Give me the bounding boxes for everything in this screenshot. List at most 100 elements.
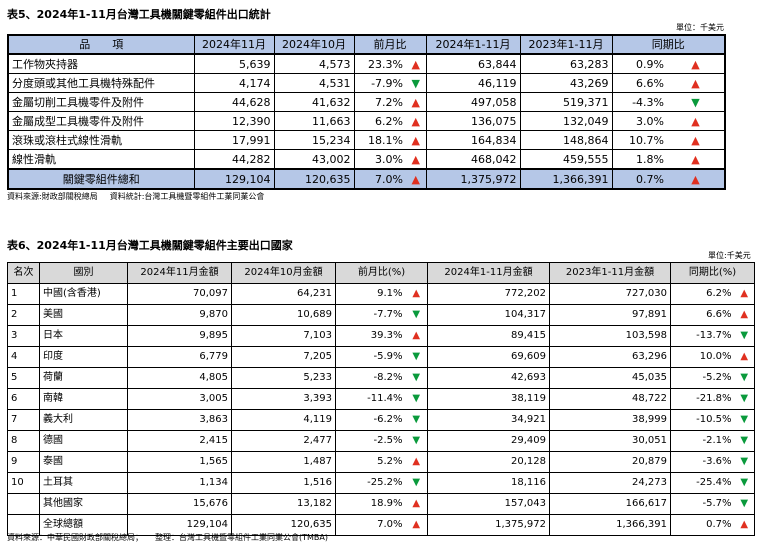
- oct-value: 4,573: [273, 53, 355, 74]
- country-name: 印度: [39, 346, 128, 368]
- mom-value: 23.3%: [353, 53, 406, 74]
- nov-amount: 9,870: [127, 304, 232, 326]
- country-name: 其他國家: [39, 493, 128, 515]
- nov-value: 129,104: [193, 168, 275, 190]
- yoy-value: -4.3%: [611, 92, 667, 112]
- yoy-value: 6.6%: [611, 73, 667, 93]
- down-arrow-icon: ▼: [405, 304, 428, 326]
- ytd23-value: 132,049: [519, 111, 613, 131]
- rank-value: 1: [7, 283, 40, 305]
- table-row: 滾珠或滾柱式線性滑軌 17,991 15,234 18.1% ▲ 164,834 148,8…: [7, 130, 726, 150]
- col-ytd23-amount-header: 2023年1-11月金額: [549, 262, 671, 284]
- oct-amount: 1,487: [231, 451, 336, 473]
- rank-value: 5: [7, 367, 40, 389]
- mom-value: 7.0%: [353, 168, 406, 190]
- yoy-pct: -25.4%: [670, 472, 735, 494]
- ytd24-amount: 20,128: [427, 451, 550, 473]
- rank-value: 8: [7, 430, 40, 452]
- table5-source: 資料來源:財政部關稅總局: [7, 192, 98, 201]
- nov-amount: 2,415: [127, 430, 232, 452]
- ytd24-amount: 772,202: [427, 283, 550, 305]
- table5-compiled-by: 資料統計:台灣工具機暨零組件工業同業公會: [109, 192, 265, 201]
- table-row: 其他國家 15,676 13,182 18.9% ▲ 157,043 166,617 -5.7…: [7, 493, 755, 515]
- col-item-header: 品 項: [7, 34, 195, 55]
- down-arrow-icon: ▼: [405, 367, 428, 389]
- yoy-pct: -5.2%: [670, 367, 735, 389]
- mom-pct: -2.5%: [335, 430, 406, 452]
- col-rank-header: 名次: [7, 262, 40, 284]
- mom-pct: -25.2%: [335, 472, 406, 494]
- yoy-pct: 10.0%: [670, 346, 735, 368]
- oct-amount: 5,233: [231, 367, 336, 389]
- yoy-pct: -13.7%: [670, 325, 735, 347]
- up-arrow-icon: ▲: [405, 493, 428, 515]
- col-ytd24-amount-header: 2024年1-11月金額: [427, 262, 550, 284]
- ytd24-amount: 34,921: [427, 409, 550, 431]
- country-name: 日本: [39, 325, 128, 347]
- nov-amount: 1,565: [127, 451, 232, 473]
- col-country-header: 國別: [39, 262, 128, 284]
- table-row: 金屬切削工具機零件及附件 44,628 41,632 7.2% ▲ 497,058 519,…: [7, 92, 726, 112]
- mom-pct: 9.1%: [335, 283, 406, 305]
- col-yoy-header: 同期比: [611, 34, 726, 55]
- down-arrow-icon: ▼: [734, 367, 755, 389]
- table-row: 10 土耳其 1,134 1,516 -25.2% ▼ 18,116 24,273 -25.4%…: [7, 472, 755, 494]
- oct-value: 41,632: [273, 92, 355, 112]
- ytd24-value: 1,375,972: [425, 168, 521, 190]
- down-arrow-icon: ▼: [405, 472, 428, 494]
- rank-value: 6: [7, 388, 40, 410]
- ytd23-amount: 30,051: [549, 430, 671, 452]
- col-oct-header: 2024年10月: [273, 34, 355, 55]
- nov-value: 5,639: [193, 53, 275, 74]
- col-oct-amount-header: 2024年10月金額: [231, 262, 336, 284]
- up-arrow-icon: ▲: [667, 130, 726, 150]
- table6-source: 資料來源：中華民國財政部關稅總局；: [7, 533, 143, 542]
- mom-pct: 7.0%: [335, 514, 406, 536]
- rank-value: [7, 493, 40, 515]
- up-arrow-icon: ▲: [667, 168, 726, 190]
- rank-value: 10: [7, 472, 40, 494]
- mom-pct: -7.7%: [335, 304, 406, 326]
- up-arrow-icon: ▲: [667, 73, 726, 93]
- ytd24-value: 136,075: [425, 111, 521, 131]
- mom-value: -7.9%: [353, 73, 406, 93]
- oct-amount: 7,205: [231, 346, 336, 368]
- country-name: 中國(含香港): [39, 283, 128, 305]
- ytd24-amount: 29,409: [427, 430, 550, 452]
- up-arrow-icon: ▲: [734, 283, 755, 305]
- item-name: 滾珠或滾柱式線性滑軌: [7, 130, 195, 150]
- mom-pct: 39.3%: [335, 325, 406, 347]
- ytd24-amount: 69,609: [427, 346, 550, 368]
- table6-unit: 單位:千美元: [708, 251, 751, 260]
- nov-amount: 9,895: [127, 325, 232, 347]
- table-row: 6 南韓 3,005 3,393 -11.4% ▼ 38,119 48,722 -21.8% ▼: [7, 388, 755, 410]
- col-mom-pct-header: 前月比(%): [335, 262, 428, 284]
- mom-pct: -5.9%: [335, 346, 406, 368]
- up-arrow-icon: ▲: [405, 451, 428, 473]
- col-yoy-pct-header: 同期比(%): [670, 262, 755, 284]
- mom-pct: 18.9%: [335, 493, 406, 515]
- table-row: 3 日本 9,895 7,103 39.3% ▲ 89,415 103,598 -13.7% ▼: [7, 325, 755, 347]
- oct-amount: 3,393: [231, 388, 336, 410]
- down-arrow-icon: ▼: [734, 430, 755, 452]
- oct-amount: 2,477: [231, 430, 336, 452]
- table5-unit: 單位：千美元: [676, 23, 724, 32]
- ytd23-value: 43,269: [519, 73, 613, 93]
- down-arrow-icon: ▼: [734, 409, 755, 431]
- col-ytd23-header: 2023年1-11月: [519, 34, 613, 55]
- nov-amount: 4,805: [127, 367, 232, 389]
- ytd23-value: 519,371: [519, 92, 613, 112]
- table-row: 全球總額 129,104 120,635 7.0% ▲ 1,375,972 1,366,39…: [7, 514, 755, 536]
- ytd23-amount: 1,366,391: [549, 514, 671, 536]
- ytd23-amount: 727,030: [549, 283, 671, 305]
- oct-value: 120,635: [273, 168, 355, 190]
- item-name: 線性滑軌: [7, 149, 195, 170]
- up-arrow-icon: ▲: [405, 325, 428, 347]
- nov-value: 17,991: [193, 130, 275, 150]
- ytd24-value: 46,119: [425, 73, 521, 93]
- rank-value: 9: [7, 451, 40, 473]
- oct-value: 15,234: [273, 130, 355, 150]
- ytd23-amount: 103,598: [549, 325, 671, 347]
- total-row: 關鍵零組件總和 129,104 120,635 7.0% ▲ 1,375,972 1,366…: [7, 168, 726, 190]
- ytd24-amount: 18,116: [427, 472, 550, 494]
